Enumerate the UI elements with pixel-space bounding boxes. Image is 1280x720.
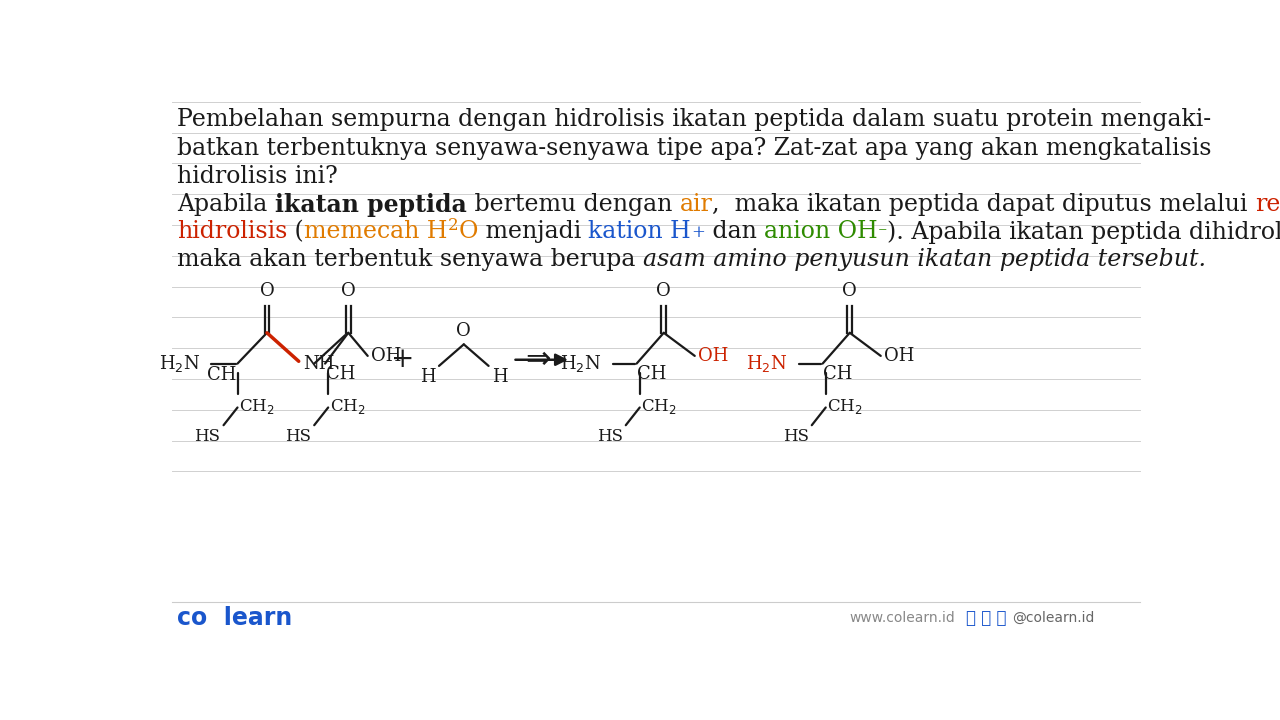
Text: +: + xyxy=(691,224,705,241)
Text: O: O xyxy=(457,323,471,341)
Text:   :    xyxy=(966,608,1006,626)
Text: anion OH: anion OH xyxy=(764,220,878,243)
Text: CH: CH xyxy=(206,366,236,384)
Text: ⇒: ⇒ xyxy=(525,346,550,374)
Text: dan: dan xyxy=(705,220,764,243)
Text: asam amino penyusun ikatan peptida tersebut.: asam amino penyusun ikatan peptida terse… xyxy=(643,248,1206,271)
Text: kation H: kation H xyxy=(589,220,691,243)
Text: menjadi: menjadi xyxy=(477,220,589,243)
Text: www.colearn.id: www.colearn.id xyxy=(850,611,955,625)
Text: Pembelahan sempurna dengan hidrolisis ikatan peptida dalam suatu protein mengaki: Pembelahan sempurna dengan hidrolisis ik… xyxy=(177,108,1211,131)
Text: NH: NH xyxy=(303,354,335,373)
Text: maka akan terbentuk senyawa berupa: maka akan terbentuk senyawa berupa xyxy=(177,248,643,271)
Text: +: + xyxy=(390,346,415,373)
Text: OH: OH xyxy=(371,347,401,365)
Text: H: H xyxy=(420,368,436,386)
Text: H$_2$N: H$_2$N xyxy=(746,353,787,374)
Text: bertemu dengan: bertemu dengan xyxy=(466,193,680,216)
Text: CH$_2$: CH$_2$ xyxy=(239,397,275,416)
Text: O: O xyxy=(458,220,477,243)
Text: 2: 2 xyxy=(448,217,458,233)
Text: O: O xyxy=(260,282,274,300)
Text: H$_2$N: H$_2$N xyxy=(159,353,200,374)
Text: ikatan peptida: ikatan peptida xyxy=(275,193,466,217)
Text: O: O xyxy=(842,282,858,300)
Text: memecah H: memecah H xyxy=(305,220,448,243)
Text: @colearn.id: @colearn.id xyxy=(1012,611,1094,625)
Text: H: H xyxy=(492,368,507,386)
Text: HS: HS xyxy=(195,428,220,445)
Text: CH: CH xyxy=(326,365,356,383)
Text: CH: CH xyxy=(637,365,667,383)
Text: OH: OH xyxy=(698,347,728,365)
Text: batkan terbentuknya senyawa-senyawa tipe apa? Zat-zat apa yang akan mengkatalisi: batkan terbentuknya senyawa-senyawa tipe… xyxy=(177,138,1212,161)
Text: reaksi: reaksi xyxy=(1256,193,1280,216)
Text: air: air xyxy=(680,193,712,216)
Text: ⁻: ⁻ xyxy=(878,224,887,242)
Text: O: O xyxy=(657,282,671,300)
Text: (: ( xyxy=(288,220,305,243)
Text: HS: HS xyxy=(596,428,622,445)
Text: ). Apabila ikatan peptida dihidrolisis: ). Apabila ikatan peptida dihidrolisis xyxy=(887,220,1280,244)
Text: CH: CH xyxy=(823,365,852,383)
Text: hidrolisis ini?: hidrolisis ini? xyxy=(177,165,338,188)
Text: CH$_2$: CH$_2$ xyxy=(330,397,365,416)
Text: HS: HS xyxy=(782,428,809,445)
Text: co  learn: co learn xyxy=(177,606,292,630)
Text: OH: OH xyxy=(884,347,914,365)
Text: HS: HS xyxy=(285,428,311,445)
Text: CH$_2$: CH$_2$ xyxy=(641,397,677,416)
Text: ,  maka ikatan peptida dapat diputus melalui: , maka ikatan peptida dapat diputus mela… xyxy=(712,193,1256,216)
Text: H$_2$N: H$_2$N xyxy=(561,353,602,374)
Text: Apabila: Apabila xyxy=(177,193,275,216)
Text: CH$_2$: CH$_2$ xyxy=(827,397,863,416)
Text: hidrolisis: hidrolisis xyxy=(177,220,288,243)
Text: O: O xyxy=(340,282,356,300)
